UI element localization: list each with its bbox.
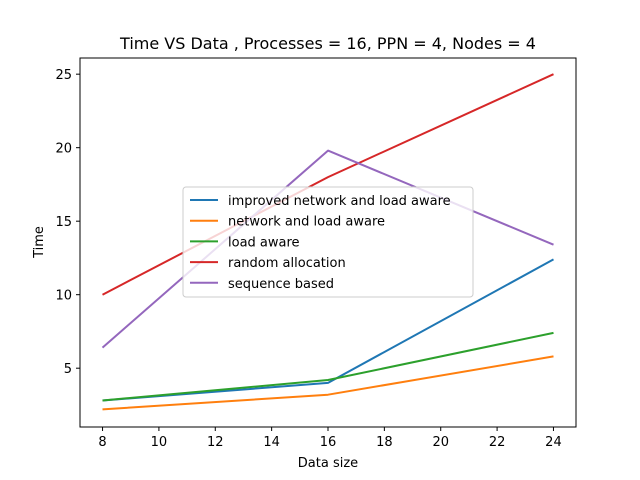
y-axis: 5 10 15 20 25: [55, 68, 80, 377]
x-tick-label: 10: [151, 435, 168, 450]
x-tick-label: 14: [263, 435, 280, 450]
legend-label: network and load aware: [228, 215, 385, 230]
legend-label: random allocation: [228, 256, 346, 271]
x-tick-label: 18: [376, 435, 393, 450]
chart-title: Time VS Data , Processes = 16, PPN = 4, …: [119, 34, 536, 53]
x-tick-label: 20: [432, 435, 449, 450]
x-tick-label: 12: [207, 435, 224, 450]
y-tick-label: 25: [55, 68, 72, 83]
series-line: [102, 355, 554, 411]
series-layer: [101, 73, 554, 411]
x-tick-label: 22: [489, 435, 506, 450]
x-tick-label: 16: [320, 435, 337, 450]
legend-box: [182, 186, 474, 298]
x-tick-label: 24: [545, 435, 562, 450]
x-tick-label: 8: [98, 435, 106, 450]
legend: improved network and load aware network a…: [182, 186, 474, 298]
y-axis-label: Time: [32, 226, 47, 259]
y-tick-label: 15: [55, 215, 72, 230]
x-axis: 8 10 12 14 16 18 20 22 24: [98, 427, 562, 450]
legend-label: sequence based: [228, 277, 334, 292]
y-tick-label: 10: [55, 289, 72, 304]
series-line: [101, 149, 554, 349]
x-axis-label: Data size: [298, 456, 358, 471]
y-tick-label: 20: [55, 142, 72, 157]
series-line: [102, 331, 554, 402]
legend-label: load aware: [228, 235, 300, 250]
legend-label: improved network and load aware: [228, 194, 451, 209]
series-line: [102, 73, 554, 296]
y-tick-label: 5: [64, 362, 72, 377]
